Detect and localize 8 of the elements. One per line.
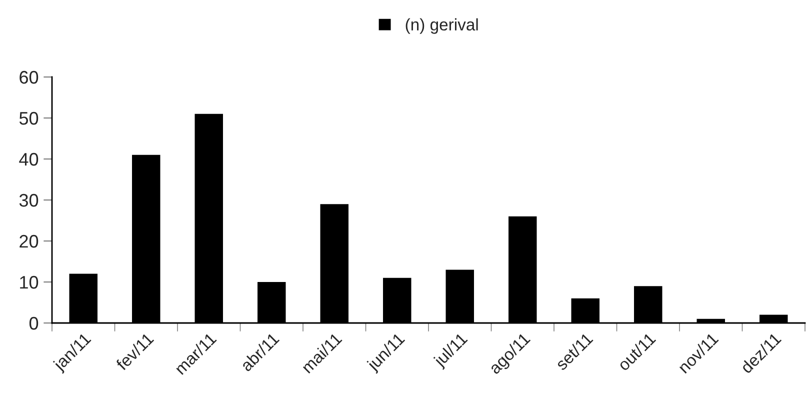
y-tick-label: 20 [20,234,38,248]
y-tick-label: 60 [20,70,38,84]
y-tick-label: 40 [19,152,38,166]
legend-label: (n) gerival [406,18,478,34]
y-tick-label: 50 [19,112,38,125]
y-tick-label: 0 [29,316,38,330]
y-tick-label: 10 [20,276,38,289]
y-tick-label: 30 [19,194,38,207]
